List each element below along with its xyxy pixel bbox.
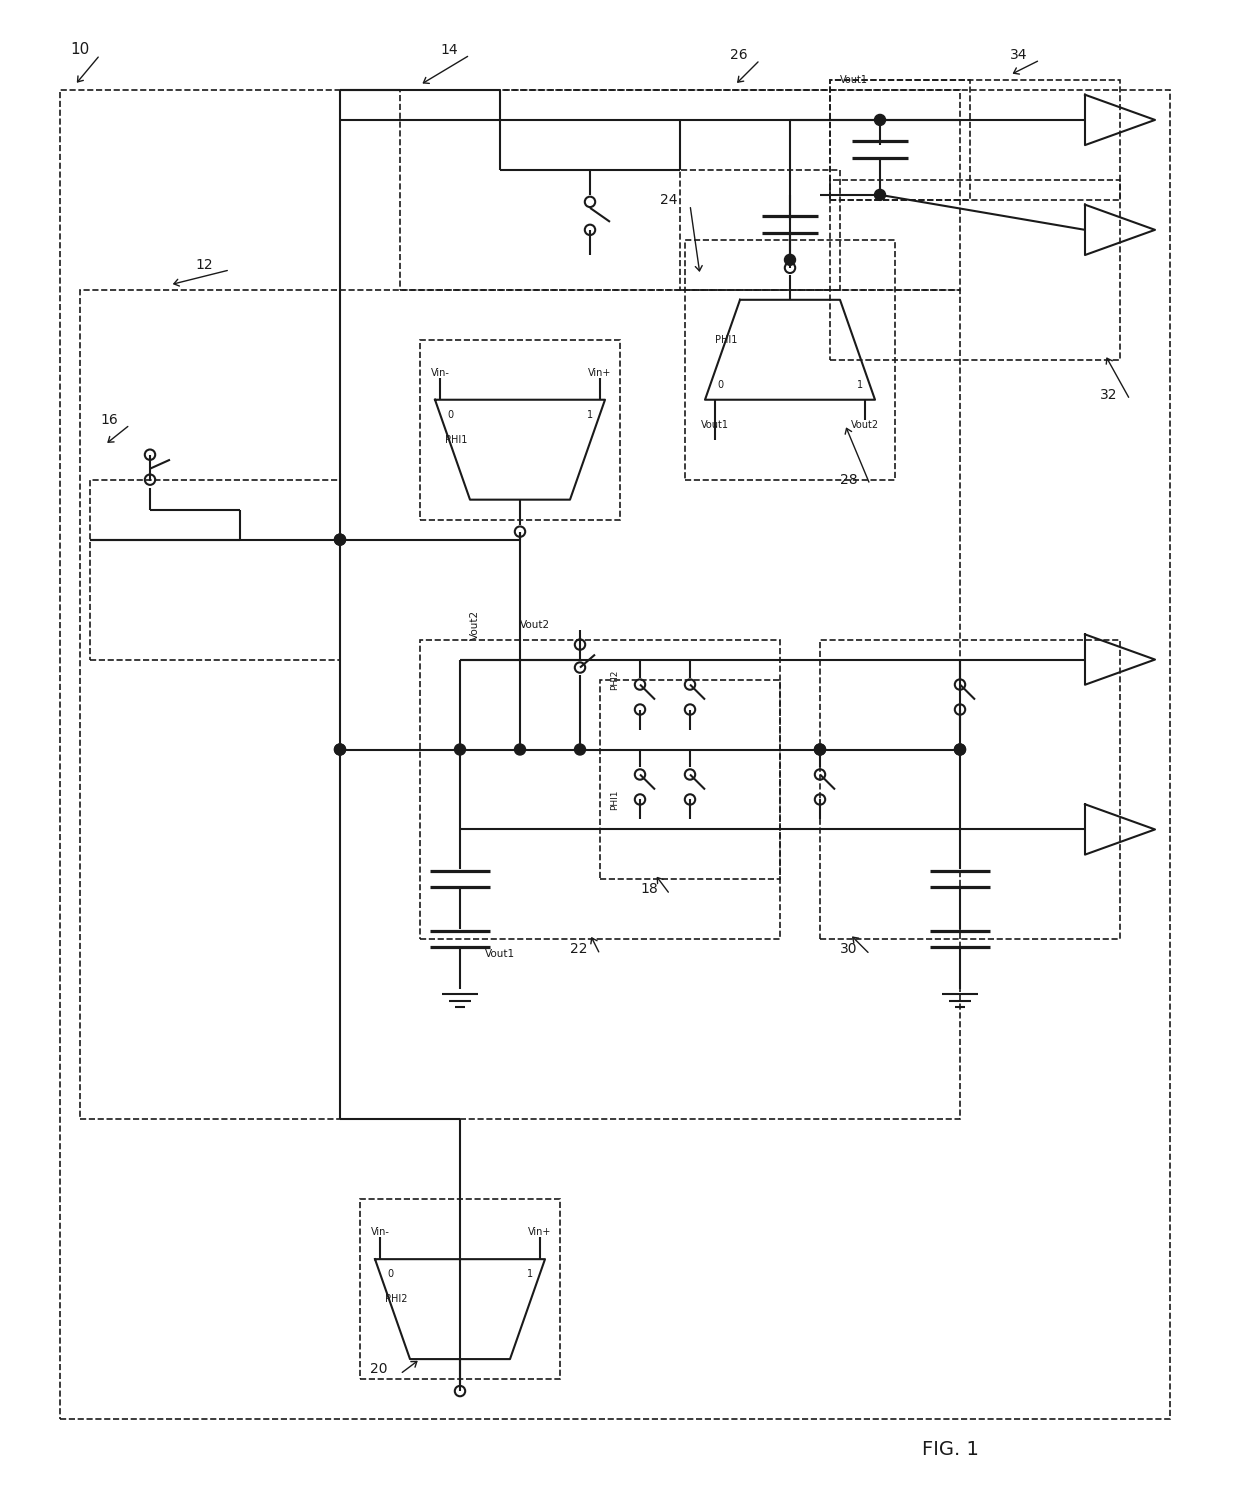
Bar bbox=[420, 340, 620, 520]
Text: PHI1: PHI1 bbox=[610, 788, 619, 809]
Bar bbox=[830, 79, 970, 199]
Text: 32: 32 bbox=[1100, 388, 1117, 402]
Circle shape bbox=[335, 744, 346, 755]
Text: 18: 18 bbox=[640, 883, 657, 896]
Circle shape bbox=[874, 189, 885, 201]
Circle shape bbox=[335, 534, 346, 546]
Text: Vin+: Vin+ bbox=[528, 1228, 552, 1237]
Bar bbox=[830, 79, 1120, 199]
Circle shape bbox=[955, 744, 966, 755]
Bar bbox=[401, 90, 960, 289]
Text: Vin-: Vin- bbox=[430, 367, 449, 378]
Circle shape bbox=[515, 744, 526, 755]
Text: 1: 1 bbox=[857, 379, 863, 390]
Text: 34: 34 bbox=[1011, 48, 1028, 61]
Bar bbox=[684, 240, 895, 480]
Circle shape bbox=[955, 744, 966, 755]
Circle shape bbox=[785, 255, 796, 265]
Text: Vout2: Vout2 bbox=[470, 610, 480, 640]
Text: PHI2: PHI2 bbox=[384, 1294, 408, 1304]
Text: 14: 14 bbox=[440, 43, 458, 57]
Circle shape bbox=[815, 744, 826, 755]
Text: 0: 0 bbox=[387, 1270, 393, 1279]
Text: 22: 22 bbox=[570, 943, 588, 956]
Bar bbox=[81, 289, 960, 1120]
Circle shape bbox=[874, 114, 885, 126]
Text: FIG. 1: FIG. 1 bbox=[921, 1439, 978, 1459]
Circle shape bbox=[815, 744, 826, 755]
Bar bbox=[91, 480, 340, 660]
Text: 30: 30 bbox=[839, 943, 858, 956]
Text: PHI1: PHI1 bbox=[445, 435, 467, 445]
Text: 12: 12 bbox=[195, 258, 212, 271]
Text: Vin+: Vin+ bbox=[588, 367, 611, 378]
Text: Vout2: Vout2 bbox=[851, 420, 879, 430]
Text: 24: 24 bbox=[660, 193, 677, 207]
Text: Vout1: Vout1 bbox=[839, 75, 868, 85]
Bar bbox=[60, 90, 1171, 1420]
Circle shape bbox=[335, 744, 346, 755]
Text: Vin-: Vin- bbox=[371, 1228, 389, 1237]
Text: 1: 1 bbox=[587, 409, 593, 420]
Bar bbox=[600, 679, 780, 880]
Text: PHI1: PHI1 bbox=[715, 334, 738, 345]
Text: 0: 0 bbox=[446, 409, 453, 420]
Bar bbox=[820, 640, 1120, 940]
Circle shape bbox=[335, 534, 346, 546]
Text: 1: 1 bbox=[527, 1270, 533, 1279]
Text: PHI2: PHI2 bbox=[610, 670, 619, 690]
Text: Vout2: Vout2 bbox=[520, 619, 551, 630]
Text: Vout1: Vout1 bbox=[485, 949, 515, 959]
Text: 20: 20 bbox=[370, 1363, 387, 1376]
Text: 10: 10 bbox=[69, 42, 89, 57]
Circle shape bbox=[455, 744, 465, 755]
Text: 28: 28 bbox=[839, 472, 858, 487]
Text: 26: 26 bbox=[730, 48, 748, 61]
Text: Vout1: Vout1 bbox=[701, 420, 729, 430]
Circle shape bbox=[574, 744, 585, 755]
Text: 16: 16 bbox=[100, 412, 118, 427]
Text: 0: 0 bbox=[717, 379, 723, 390]
Bar bbox=[360, 1199, 560, 1379]
Bar bbox=[420, 640, 780, 940]
Bar bbox=[830, 180, 1120, 360]
Bar bbox=[680, 169, 839, 289]
